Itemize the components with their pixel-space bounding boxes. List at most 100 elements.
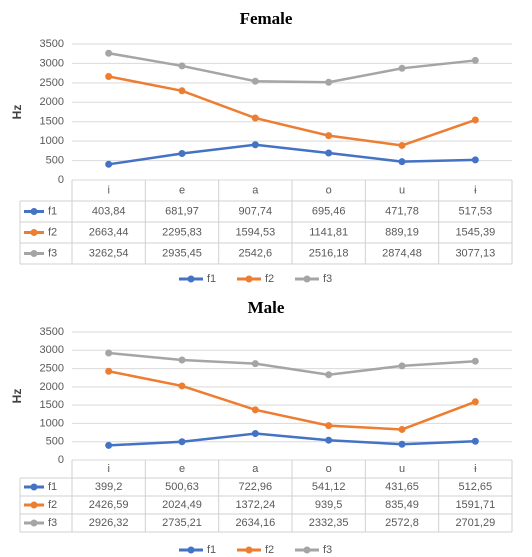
x-tick-label: e xyxy=(179,463,185,475)
table-cell: 1591,71 xyxy=(455,499,495,511)
table-cell: 2024,49 xyxy=(162,499,202,511)
y-tick-label: 0 xyxy=(58,174,64,186)
data-point xyxy=(178,87,186,95)
data-point xyxy=(398,440,406,448)
data-point xyxy=(325,78,333,86)
y-tick-label: 2500 xyxy=(40,77,64,89)
data-point xyxy=(251,406,259,414)
series-line xyxy=(108,51,476,84)
data-point xyxy=(398,141,406,149)
table-cell: 431,65 xyxy=(385,481,419,493)
data-point xyxy=(251,114,259,122)
legend-key xyxy=(30,501,38,509)
y-axis-label: Hz xyxy=(10,105,24,120)
data-point xyxy=(471,398,479,406)
table-cell: 2295,83 xyxy=(162,226,202,238)
x-tick-label: a xyxy=(252,184,259,196)
table-cell: 722,96 xyxy=(239,481,273,493)
data-point xyxy=(398,64,406,72)
x-tick-label: u xyxy=(399,184,405,196)
data-point xyxy=(178,356,186,364)
y-tick-label: 3500 xyxy=(40,38,64,50)
legend-label: f2 xyxy=(265,273,274,285)
data-point xyxy=(178,382,186,390)
data-point xyxy=(105,160,113,168)
table-cell: 2426,59 xyxy=(89,499,129,511)
table-cell: 1372,24 xyxy=(235,499,275,511)
data-point xyxy=(105,441,113,449)
table-cell: 2701,29 xyxy=(455,517,495,529)
data-point xyxy=(251,77,259,85)
data-point xyxy=(105,349,113,357)
legend-key xyxy=(245,275,253,283)
data-point xyxy=(251,430,259,438)
table-cell: 681,97 xyxy=(165,205,199,217)
table-cell: 3077,13 xyxy=(455,247,495,259)
x-tick-label: a xyxy=(252,463,259,475)
table-series-name: f2 xyxy=(48,226,57,238)
series-line xyxy=(108,432,476,447)
y-tick-label: 3000 xyxy=(40,344,64,356)
series-line xyxy=(108,351,476,376)
data-point xyxy=(398,425,406,433)
table-cell: 517,53 xyxy=(459,205,493,217)
y-tick-label: 2500 xyxy=(40,362,64,374)
legend-key xyxy=(30,250,38,257)
table-cell: 512,65 xyxy=(459,481,493,493)
table-cell: 3262,54 xyxy=(89,247,129,259)
data-point xyxy=(251,141,259,149)
legend-label: f2 xyxy=(265,544,274,556)
table-cell: 2516,18 xyxy=(309,247,349,259)
legend-key xyxy=(187,275,195,283)
chart-title: Male xyxy=(248,298,285,317)
legend-key xyxy=(303,546,311,554)
data-point xyxy=(471,357,479,365)
table-cell: 889,19 xyxy=(385,226,419,238)
x-tick-label: o xyxy=(326,184,332,196)
data-point xyxy=(398,158,406,166)
series-line xyxy=(108,143,476,166)
y-tick-label: 3500 xyxy=(40,326,64,338)
x-tick-label: ɨ xyxy=(474,184,477,196)
table-cell: 2926,32 xyxy=(89,517,129,529)
x-tick-label: i xyxy=(107,184,109,196)
data-point xyxy=(471,437,479,445)
data-point xyxy=(325,149,333,157)
table-cell: 541,12 xyxy=(312,481,346,493)
table-cell: 1594,53 xyxy=(235,226,275,238)
table-cell: 2634,16 xyxy=(235,517,275,529)
legend-key xyxy=(30,483,38,491)
y-tick-label: 2000 xyxy=(40,96,64,108)
y-tick-label: 1000 xyxy=(40,135,64,147)
legend-key xyxy=(30,208,38,215)
table-cell: 907,74 xyxy=(239,205,273,217)
data-point xyxy=(251,360,259,368)
legend-label: f3 xyxy=(323,273,332,285)
y-tick-label: 0 xyxy=(58,454,64,466)
table-cell: 2332,35 xyxy=(309,517,349,529)
data-point xyxy=(471,116,479,124)
legend-label: f1 xyxy=(207,544,216,556)
x-tick-label: ɨ xyxy=(474,463,477,475)
legend-key xyxy=(30,229,38,236)
table-series-name: f3 xyxy=(48,517,57,529)
data-point xyxy=(105,49,113,57)
y-tick-label: 500 xyxy=(46,436,64,448)
table-cell: 500,63 xyxy=(165,481,199,493)
legend-label: f3 xyxy=(323,544,332,556)
data-point xyxy=(178,62,186,70)
table-series-name: f3 xyxy=(48,247,57,259)
chart-title: Female xyxy=(240,9,293,28)
legend-key xyxy=(187,546,195,554)
x-tick-label: i xyxy=(107,463,109,475)
data-point xyxy=(325,436,333,444)
legend-key xyxy=(303,275,311,283)
table-cell: 399,2 xyxy=(95,481,123,493)
data-point xyxy=(178,438,186,446)
table-cell: 1545,39 xyxy=(455,226,495,238)
x-tick-label: e xyxy=(179,184,185,196)
y-tick-label: 1500 xyxy=(40,116,64,128)
table-cell: 939,5 xyxy=(315,499,343,511)
y-axis-label: Hz xyxy=(10,389,24,404)
